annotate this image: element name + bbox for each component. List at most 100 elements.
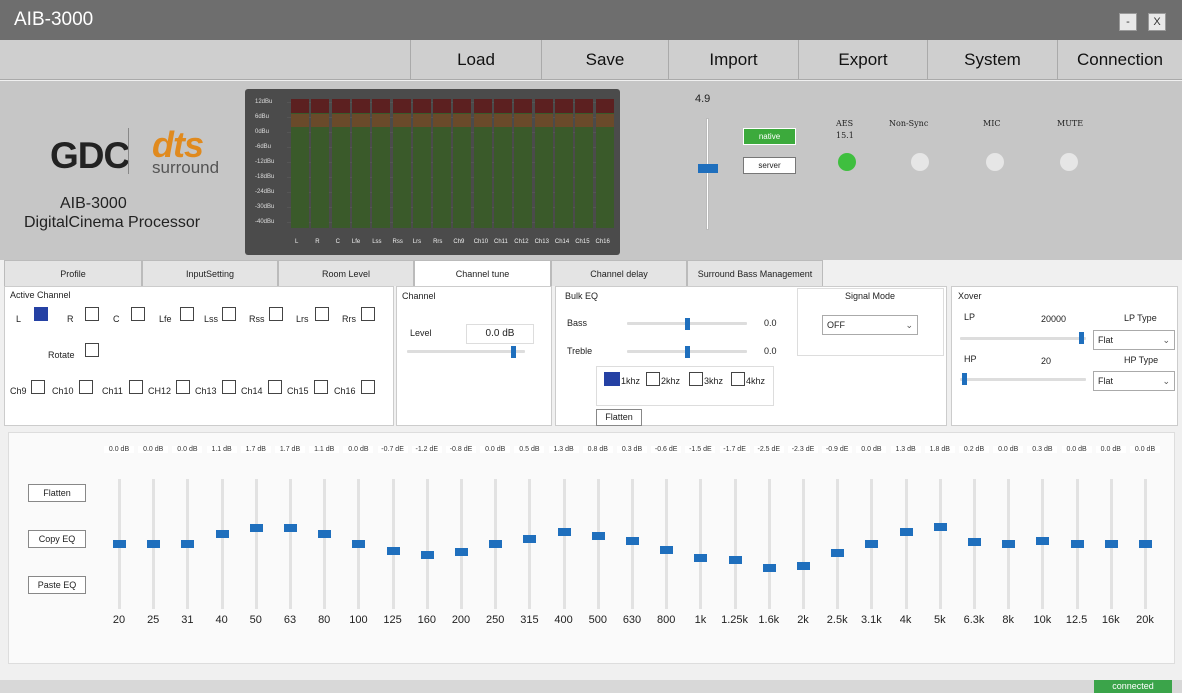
minimize-button[interactable]: - <box>1119 13 1137 31</box>
eq-band-slider-thumb[interactable] <box>865 540 879 548</box>
eq-band-slider-thumb[interactable] <box>899 527 913 536</box>
eq-band-slider-thumb[interactable] <box>728 556 742 565</box>
eq-band-slider-track[interactable] <box>425 479 429 609</box>
eq-band-slider-thumb[interactable] <box>249 523 263 532</box>
eq-band-slider-thumb[interactable] <box>626 537 639 546</box>
eq-band-slider-track[interactable] <box>323 479 327 609</box>
menu-export[interactable]: Export <box>798 40 927 80</box>
eq-band-slider-thumb[interactable] <box>352 540 366 548</box>
tab-profile[interactable]: Profile <box>4 260 142 286</box>
ch13-checkbox[interactable] <box>222 380 236 394</box>
hp-slider-track[interactable] <box>960 378 1086 381</box>
eq-band-slider-track[interactable] <box>562 479 566 609</box>
tab-surround-bass[interactable]: Surround Bass Management <box>687 260 823 286</box>
freq-3khz-checkbox[interactable] <box>689 372 703 386</box>
bass-slider-thumb[interactable] <box>684 318 690 330</box>
eq-band-slider-track[interactable] <box>596 479 600 609</box>
eq-band-slider-track[interactable] <box>528 479 532 609</box>
eq-band-slider-thumb[interactable] <box>215 529 229 538</box>
ch-rss-checkbox[interactable] <box>269 307 283 321</box>
tab-input-setting[interactable]: InputSetting <box>142 260 278 286</box>
treble-slider-thumb[interactable] <box>684 346 690 358</box>
menu-import[interactable]: Import <box>668 40 798 80</box>
eq-band-slider-track[interactable] <box>802 479 805 609</box>
eq-band-slider-thumb[interactable] <box>1104 540 1118 548</box>
eq-band-slider-thumb[interactable] <box>797 561 810 570</box>
lp-slider-thumb[interactable] <box>1078 332 1084 344</box>
eq-flatten-button[interactable]: Flatten <box>28 484 86 502</box>
eq-band-slider-track[interactable] <box>699 479 703 609</box>
hp-type-select[interactable]: Flat ⌄ <box>1093 371 1175 391</box>
eq-band-slider-thumb[interactable] <box>386 546 400 555</box>
eq-band-slider-thumb[interactable] <box>181 540 195 548</box>
ch-lfe-checkbox[interactable] <box>180 307 194 321</box>
level-input[interactable]: 0.0 dB <box>466 324 534 344</box>
level-slider-thumb[interactable] <box>510 346 516 358</box>
master-volume-track[interactable] <box>706 118 709 230</box>
eq-band-slider-thumb[interactable] <box>455 547 468 556</box>
native-button[interactable]: native <box>743 128 796 145</box>
eq-band-slider-thumb[interactable] <box>557 527 571 536</box>
ch10-checkbox[interactable] <box>79 380 93 394</box>
eq-band-slider-track[interactable] <box>665 479 669 609</box>
eq-band-slider-thumb[interactable] <box>1002 540 1016 548</box>
server-button[interactable]: server <box>743 157 796 174</box>
eq-band-slider-thumb[interactable] <box>284 523 297 532</box>
lp-type-select[interactable]: Flat ⌄ <box>1093 330 1175 350</box>
eq-band-slider-track[interactable] <box>733 479 737 609</box>
tab-channel-tune[interactable]: Channel tune <box>414 260 551 286</box>
eq-band-slider-thumb[interactable] <box>831 548 845 557</box>
eq-band-slider-track[interactable] <box>391 479 395 609</box>
eq-band-slider-thumb[interactable] <box>318 529 332 538</box>
ch-l-checkbox[interactable] <box>34 307 48 321</box>
ch-r-checkbox[interactable] <box>85 307 99 321</box>
ch14-checkbox[interactable] <box>268 380 282 394</box>
ch-lrs-checkbox[interactable] <box>315 307 329 321</box>
ch-lss-checkbox[interactable] <box>222 307 236 321</box>
menu-save[interactable]: Save <box>541 40 668 80</box>
eq-band-slider-thumb[interactable] <box>523 535 537 544</box>
close-button[interactable]: X <box>1148 13 1166 31</box>
menu-connection[interactable]: Connection <box>1057 40 1182 80</box>
ch12-checkbox[interactable] <box>176 380 190 394</box>
menu-system[interactable]: System <box>927 40 1057 80</box>
paste-eq-button[interactable]: Paste EQ <box>28 576 86 594</box>
master-volume-thumb[interactable] <box>698 164 718 174</box>
menu-load[interactable]: Load <box>410 40 541 80</box>
rotate-checkbox[interactable] <box>85 343 99 357</box>
hp-slider-thumb[interactable] <box>962 373 968 385</box>
signal-mode-select[interactable]: OFF ⌄ <box>822 315 918 335</box>
ch16-checkbox[interactable] <box>361 380 375 394</box>
ch-rrs-checkbox[interactable] <box>361 307 375 321</box>
freq-2khz-checkbox[interactable] <box>646 372 660 386</box>
ch-c-checkbox[interactable] <box>131 307 145 321</box>
tab-channel-delay[interactable]: Channel delay <box>551 260 687 286</box>
eq-band-slider-thumb[interactable] <box>113 540 126 548</box>
eq-band-slider-thumb[interactable] <box>147 540 161 548</box>
lp-slider-track[interactable] <box>960 337 1086 340</box>
freq-1khz-checkbox[interactable] <box>604 372 620 386</box>
eq-band-slider-thumb[interactable] <box>1036 537 1050 546</box>
tab-room-level[interactable]: Room Level <box>278 260 414 286</box>
eq-band-slider-thumb[interactable] <box>968 538 981 547</box>
eq-band-slider-thumb[interactable] <box>933 522 947 531</box>
eq-band-slider-thumb[interactable] <box>762 563 776 572</box>
eq-band-slider-thumb[interactable] <box>420 551 434 560</box>
eq-band-slider-track[interactable] <box>254 479 258 609</box>
eq-band-slider-thumb[interactable] <box>489 540 503 548</box>
eq-band-slider-track[interactable] <box>460 479 463 609</box>
bulk-flatten-button[interactable]: Flatten <box>596 409 642 426</box>
eq-band-slider-thumb[interactable] <box>660 545 674 554</box>
freq-4khz-checkbox[interactable] <box>731 372 745 386</box>
eq-band-slider-thumb[interactable] <box>694 554 708 563</box>
ch11-checkbox[interactable] <box>129 380 143 394</box>
eq-band-slider-thumb[interactable] <box>1070 540 1084 548</box>
copy-eq-button[interactable]: Copy EQ <box>28 530 86 548</box>
ch15-checkbox[interactable] <box>314 380 328 394</box>
ch9-checkbox[interactable] <box>31 380 45 394</box>
eq-band-slider-track[interactable] <box>904 479 908 609</box>
eq-band-slider-track[interactable] <box>220 479 224 609</box>
eq-band-slider-thumb[interactable] <box>591 532 605 541</box>
eq-band-slider-track[interactable] <box>767 479 771 609</box>
eq-band-slider-track[interactable] <box>836 479 840 609</box>
